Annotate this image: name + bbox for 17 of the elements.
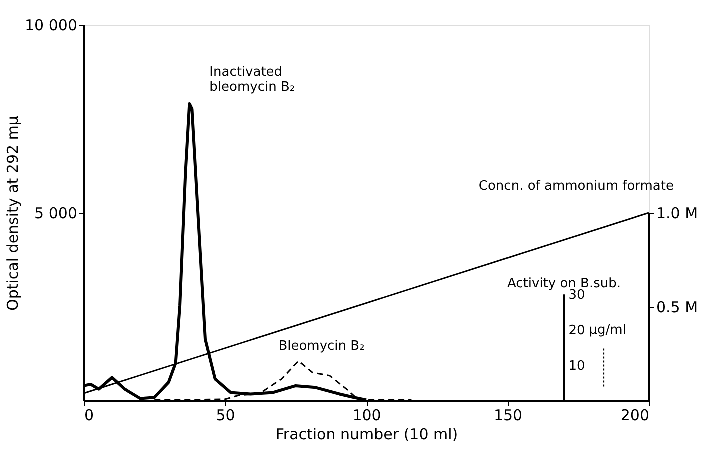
x-axis-title: Fraction number (10 ml)	[276, 426, 458, 444]
y-tick-label: 5 000	[34, 204, 78, 222]
annotation: Bleomycin B₂	[278, 339, 365, 354]
y2-axis-title: Concn. of ammonium formate	[478, 179, 674, 194]
annotation: μg/ml	[589, 323, 626, 338]
y3-tick-label: 20	[568, 324, 586, 339]
x-tick-label: 150	[494, 406, 523, 424]
y-axis-title: Optical density at 292 mμ	[4, 116, 22, 311]
y2-tick-label: 0.5 M	[656, 298, 698, 316]
y2-tick-label: 1.0 M	[656, 204, 698, 222]
annotation: Inactivated bleomycin B₂	[210, 64, 296, 95]
y3-tick-label: 10	[568, 359, 586, 374]
x-tick-label: 200	[620, 406, 650, 424]
x-tick-label: 0	[84, 406, 94, 424]
y-tick-label: 10 000	[25, 16, 78, 34]
x-tick-label: 100	[352, 406, 382, 424]
x-tick-label: 50	[216, 406, 236, 424]
